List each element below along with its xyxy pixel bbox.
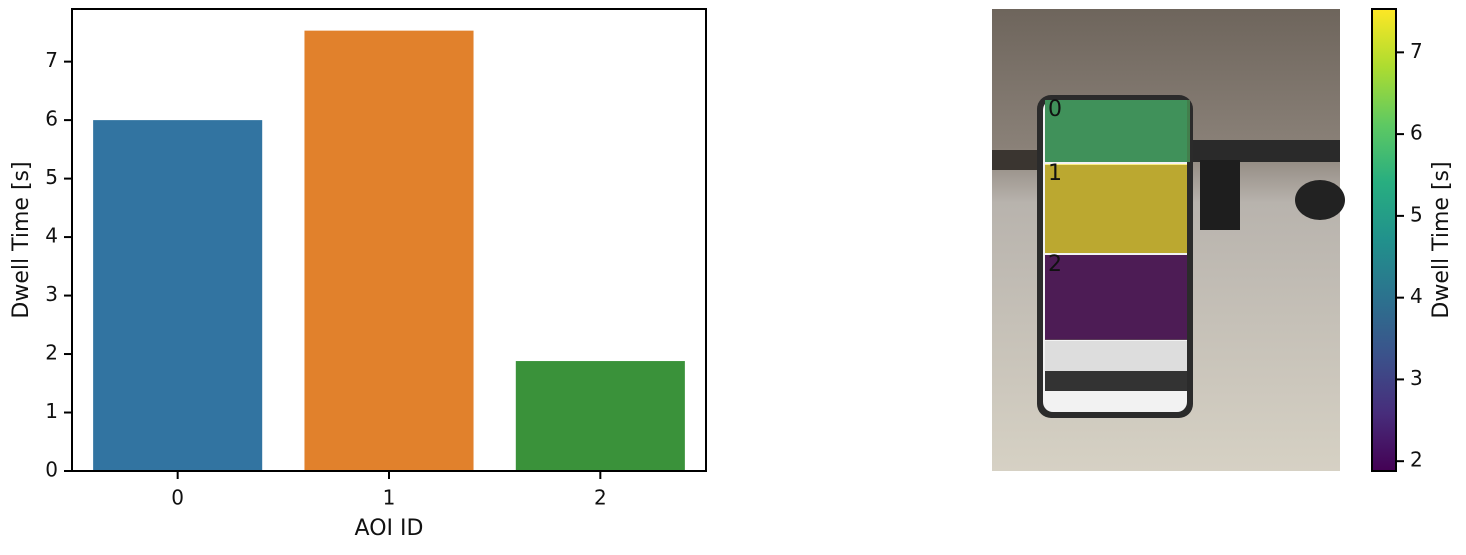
y-tick-label: 2 xyxy=(45,341,58,365)
aoi-label: 2 xyxy=(1048,252,1062,277)
x-axis-label: AOI ID xyxy=(355,516,424,541)
bar xyxy=(304,30,474,472)
colorbar xyxy=(1371,8,1397,472)
aoi-region xyxy=(1045,255,1187,339)
aoi-region xyxy=(1045,100,1190,162)
colorbar-tick-label: 6 xyxy=(1410,121,1423,145)
x-tick-label: 0 xyxy=(171,486,184,510)
colorbar-tick-label: 4 xyxy=(1410,284,1423,308)
axes-frame xyxy=(71,8,707,472)
colorbar-tick-label: 2 xyxy=(1410,448,1423,472)
colorbar-tick-label: 5 xyxy=(1410,202,1423,226)
y-axis-label: Dwell Time [s] xyxy=(9,161,34,318)
x-tick-label: 2 xyxy=(594,486,607,510)
x-tick-label: 1 xyxy=(383,486,396,510)
y-tick-label: 1 xyxy=(45,399,58,423)
y-tick-label: 7 xyxy=(45,48,58,72)
bar xyxy=(515,361,685,471)
bar xyxy=(93,120,263,471)
y-tick-label: 3 xyxy=(45,282,58,306)
aoi-region xyxy=(1045,164,1187,253)
colorbar-tick-label: 7 xyxy=(1410,39,1423,63)
y-tick-label: 0 xyxy=(45,458,58,482)
colorbar-label: Dwell Time [s] xyxy=(1429,161,1454,318)
aoi-label: 0 xyxy=(1048,97,1062,122)
y-tick-label: 6 xyxy=(45,107,58,131)
colorbar-tick-label: 3 xyxy=(1410,366,1423,390)
y-tick-label: 5 xyxy=(45,165,58,189)
y-tick-label: 4 xyxy=(45,224,58,248)
aoi-label: 1 xyxy=(1048,161,1062,186)
aoi-overlays: 0 1 2 xyxy=(1045,97,1190,339)
